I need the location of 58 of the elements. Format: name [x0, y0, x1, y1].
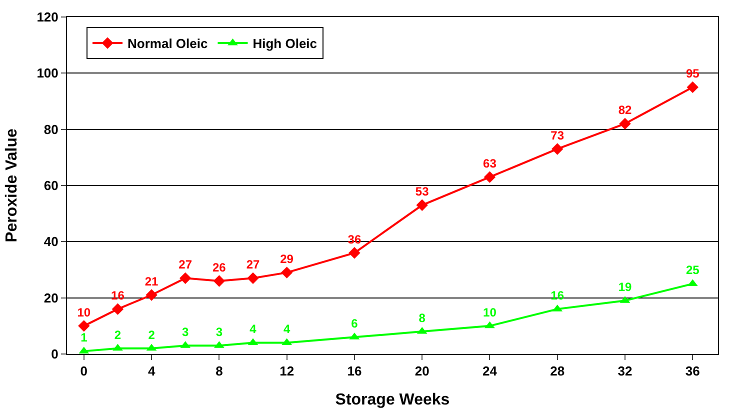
data-label: 53: [415, 184, 430, 199]
x-tick-label: 8: [216, 364, 223, 379]
data-label: 63: [483, 156, 497, 170]
data-label: 29: [280, 252, 294, 266]
data-label: 3: [182, 324, 190, 339]
data-label: 4: [283, 322, 290, 336]
point: [552, 143, 564, 155]
data-label: 73: [550, 128, 564, 142]
point: [619, 118, 631, 130]
y-axis-title: Peroxide Value: [4, 128, 21, 242]
point: [78, 320, 90, 332]
point: [348, 247, 360, 259]
y-tick-label: 0: [51, 346, 58, 362]
y-tick-label: 20: [44, 290, 58, 306]
point: [484, 321, 495, 328]
point: [213, 275, 226, 287]
x-tick-label: 28: [550, 364, 565, 379]
data-label: 2: [148, 328, 156, 342]
data-label: 1: [80, 330, 88, 345]
data-label: 8: [418, 310, 426, 325]
x-tick-label: 24: [482, 364, 498, 379]
x-tick-label: 16: [347, 364, 362, 379]
data-label: 82: [618, 103, 632, 118]
data-label: 3: [216, 324, 223, 339]
point: [416, 199, 428, 212]
data-label: 4: [250, 322, 257, 336]
data-label: 2: [114, 328, 122, 342]
point: [247, 272, 259, 284]
x-tick-label: 4: [148, 364, 156, 379]
point: [280, 266, 293, 278]
data-label: 10: [77, 305, 91, 320]
x-axis-title: Storage Weeks: [335, 391, 450, 408]
y-tick-label: 40: [44, 234, 58, 250]
point: [484, 171, 496, 183]
data-label: 21: [144, 274, 159, 288]
data-label: 27: [246, 258, 260, 272]
y-tick-label: 60: [44, 178, 58, 194]
data-label: 27: [178, 258, 192, 272]
data-label: 25: [686, 263, 700, 278]
x-tick-label: 20: [414, 364, 430, 379]
point: [686, 81, 698, 94]
y-tick-label: 80: [44, 122, 58, 137]
x-tick-label: 32: [618, 364, 632, 379]
data-label: 26: [212, 260, 226, 274]
y-tick-label: 120: [36, 10, 58, 25]
legend-label: High Oleic: [252, 36, 318, 52]
point: [180, 272, 192, 284]
point: [112, 344, 123, 351]
x-tick-label: 36: [685, 364, 700, 379]
data-label: 6: [351, 316, 358, 331]
data-label: 10: [483, 305, 497, 320]
point: [112, 303, 124, 315]
x-tick-label: 0: [80, 364, 88, 379]
legend-label: Normal Oleic: [128, 36, 208, 52]
y-tick-label: 100: [36, 66, 58, 81]
point: [146, 289, 158, 301]
x-tick-label: 12: [280, 364, 294, 379]
data-label: 19: [618, 280, 632, 294]
